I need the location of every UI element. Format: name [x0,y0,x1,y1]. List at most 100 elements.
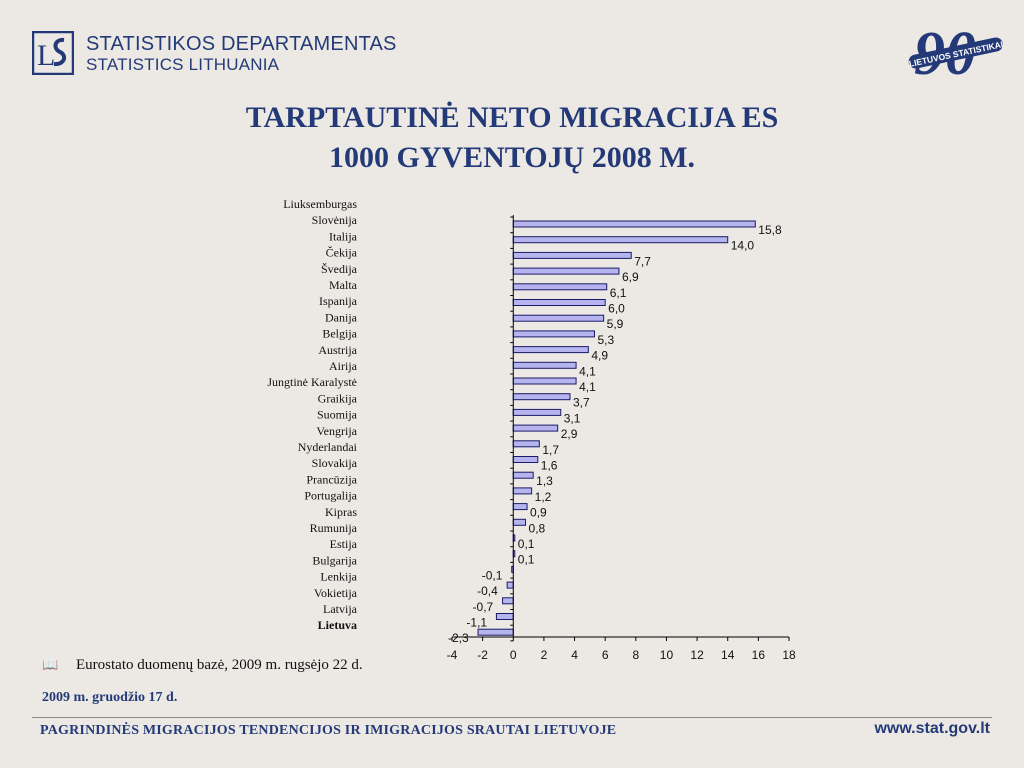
value-label: 6,0 [608,302,625,316]
anniversary-badge: 90 LIETUVOS STATISTIKAI [908,22,1004,82]
value-label: 0,9 [530,506,547,520]
org-name-line2: STATISTICS LITHUANIA [86,55,280,74]
value-label: 4,1 [579,380,596,394]
value-label: 14,0 [731,239,755,253]
bar [477,628,514,636]
category-label: Austrija [318,343,357,357]
bar [512,377,577,385]
source-note: 📖 Eurostato duomenų bazė, 2009 m. rugsėjo… [42,657,363,674]
svg-text:L: L [37,39,55,72]
category-label: Graikija [318,391,358,405]
value-label: -1,1 [466,616,487,630]
value-label: 1,3 [536,474,553,488]
value-label: 2,9 [561,427,578,441]
value-label: 5,3 [597,333,614,347]
x-tick-label: 6 [602,648,609,662]
value-label: 4,1 [579,364,596,378]
x-tick-label: 8 [632,648,639,662]
bar [512,283,608,291]
x-tick-label: 0 [510,648,517,662]
org-name-line1: STATISTIKOS DEPARTAMENTAS [86,33,397,55]
bar [512,393,571,401]
value-label: 0,1 [518,553,535,567]
x-tick-label: 16 [752,648,766,662]
bar [512,267,620,275]
category-label: Bulgarija [312,553,357,567]
footer-url[interactable]: www.stat.gov.lt [874,720,990,737]
category-label: Portugalija [304,489,357,503]
bar [512,456,539,463]
category-label: Jungtinė Karalystė [267,375,357,389]
category-label: Švedija [321,262,358,276]
bar [512,220,756,228]
value-label: -0,7 [473,600,494,614]
bar [512,440,540,448]
value-label: 4,9 [591,349,608,363]
value-label: 3,7 [573,396,590,410]
value-label: 0,1 [518,537,535,551]
bar [512,346,589,354]
x-tick-label: 10 [660,648,674,662]
category-label: Airija [329,359,358,373]
x-tick-label: 4 [571,648,578,662]
bar [512,503,528,511]
x-tick-label: -4 [447,648,458,662]
category-label: Vokietija [314,586,358,600]
value-label: 6,1 [610,286,627,300]
bar [512,361,577,369]
bar [512,471,534,479]
bar [506,581,514,589]
source-text: Eurostato duomenų bazė, 2009 m. rugsėjo … [76,657,363,673]
value-label: -2,3 [448,631,469,645]
category-label: Belgija [322,327,357,341]
bar [495,613,514,620]
value-label: 3,1 [564,411,581,425]
chart-title-line2: 1000 GYVENTOJŲ 2008 M. [328,141,696,174]
bar [512,487,533,495]
category-label: Lietuva [318,618,357,632]
chart-title-line1: TARPTAUTINĖ NETO MIGRACIJA ES [245,101,779,134]
bar [512,236,729,244]
bar [512,518,527,526]
category-label: Lenkija [320,570,357,584]
publication-date: 2009 m. gruodžio 17 d. [42,690,178,705]
book-icon: 📖 [42,657,59,672]
value-label: -0,4 [477,584,498,598]
chart-title: TARPTAUTINĖ NETO MIGRACIJA ES 1000 GYVEN… [0,98,1024,178]
x-tick-label: -2 [477,648,488,662]
category-label: Čekija [326,246,358,260]
statistics-lithuania-logo: L [32,31,74,75]
category-label: Malta [329,278,358,292]
bar [512,330,595,338]
category-label: Slovėnija [312,213,358,227]
category-label: Vengrija [316,424,357,438]
bar [512,251,632,259]
bar [502,597,514,605]
footer-divider [32,717,992,718]
bar [512,408,562,416]
x-tick-label: 14 [721,648,735,662]
value-label: -0,1 [482,568,503,582]
category-label: Suomija [317,408,358,422]
value-label: 1,7 [542,443,559,457]
org-name: STATISTIKOS DEPARTAMENTAS STATISTICS LIT… [86,33,397,75]
category-label: Italija [329,229,358,243]
value-label: 7,7 [634,254,651,268]
bar [512,424,559,432]
category-label: Latvija [323,602,358,616]
category-label: Nyderlandai [298,440,358,454]
footer-title: PAGRINDINĖS MIGRACIJOS TENDENCIJOS IR IM… [40,723,617,738]
x-tick-label: 18 [782,648,796,662]
value-label: 1,6 [541,459,558,473]
category-label: Kipras [325,505,357,519]
category-label: Liuksemburgas [283,197,357,211]
value-label: 5,9 [607,317,624,331]
bar [512,314,605,322]
value-label: 1,2 [535,490,552,504]
bar [512,299,606,306]
category-label: Slovakija [312,456,358,470]
category-label: Danija [325,310,358,324]
category-label: Ispanija [319,294,358,308]
